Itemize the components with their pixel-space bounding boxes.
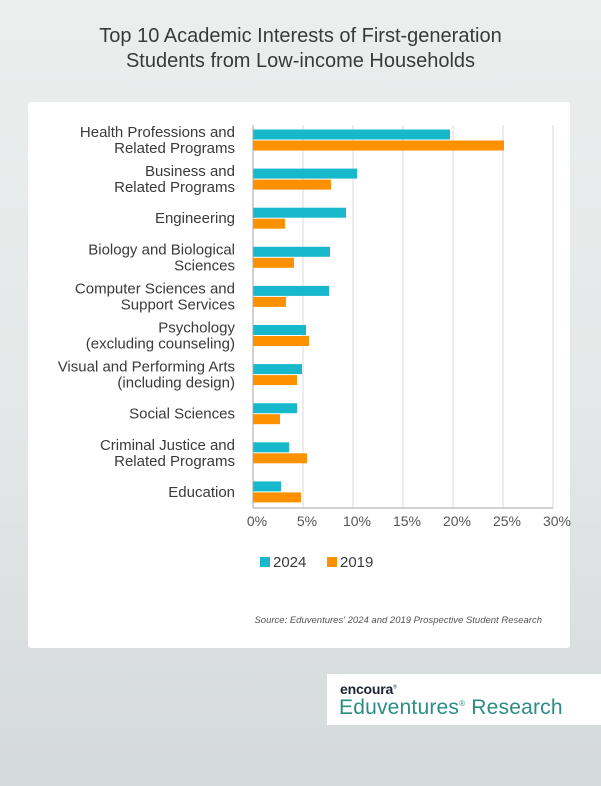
brand-logo: encoura® Eduventures® Research (327, 674, 601, 725)
category-label: Sciences (174, 257, 235, 274)
bar-2019-9 (253, 492, 301, 503)
logo-eduventures-text: Eduventures (339, 696, 460, 719)
legend-swatch-2024 (260, 557, 270, 567)
bar-2024-7 (253, 403, 297, 414)
chart-title: Top 10 Academic Interests of First-gener… (0, 24, 601, 74)
category-label: Computer Sciences and (75, 280, 235, 297)
category-label: Visual and Performing Arts (58, 359, 235, 376)
bar-2024-0 (253, 129, 450, 140)
bar-2019-5 (253, 336, 309, 346)
category-label: Biology and Biological (88, 241, 235, 258)
x-tick-label: 30% (543, 513, 571, 529)
category-label: (excluding counseling) (86, 336, 235, 353)
category-label: Related Programs (114, 179, 235, 196)
category-label: Related Programs (114, 140, 235, 157)
category-label: Related Programs (114, 453, 235, 470)
bar-2024-2 (253, 207, 346, 218)
bar-2019-3 (253, 257, 294, 268)
category-label: Business and (145, 163, 235, 180)
bar-2019-6 (253, 375, 297, 386)
chart-card (28, 102, 570, 648)
bar-2024-8 (253, 442, 289, 453)
logo-encoura-text: encoura (340, 681, 394, 697)
chart-title-line-1: Top 10 Academic Interests of First-gener… (99, 25, 502, 47)
category-label: Engineering (155, 210, 235, 227)
chart-title-line-2: Students from Low-income Households (125, 50, 476, 72)
bar-2019-4 (253, 296, 286, 307)
x-tick-label: 15% (393, 513, 421, 529)
x-tick-label: 20% (443, 513, 471, 529)
bar-2019-0 (253, 140, 504, 151)
logo-eduventures-research: Eduventures® Research (339, 696, 563, 719)
logo-research-text: Research (471, 696, 563, 719)
x-tick-label: 0% (247, 513, 267, 529)
bar-2024-6 (253, 364, 302, 375)
bar-2024-9 (253, 481, 281, 492)
bar-2024-1 (253, 168, 357, 179)
x-tick-label: 10% (343, 513, 371, 529)
category-label: Support Services (121, 296, 235, 313)
category-label: Psychology (158, 320, 235, 337)
legend-label-2024: 2024 (273, 554, 306, 571)
bar-2024-5 (253, 325, 306, 335)
category-label: Education (168, 484, 235, 501)
legend-label-2019: 2019 (340, 554, 373, 571)
category-label: Criminal Justice and (100, 437, 235, 454)
logo-encoura: encoura® (340, 681, 397, 697)
category-label: Social Sciences (129, 406, 235, 423)
category-label: (including design) (117, 375, 235, 392)
source-note: Source: Eduventures' 2024 and 2019 Prosp… (254, 615, 542, 626)
bar-2019-1 (253, 179, 331, 190)
bar-2019-8 (253, 453, 307, 464)
legend-swatch-2019 (327, 557, 337, 567)
bar-2019-7 (253, 414, 280, 425)
category-label: Health Professions and (80, 124, 235, 141)
x-tick-label: 25% (493, 513, 521, 529)
bar-2024-4 (253, 285, 329, 296)
bar-2024-3 (253, 246, 330, 257)
bar-2019-2 (253, 218, 285, 229)
x-tick-label: 5% (297, 513, 317, 529)
